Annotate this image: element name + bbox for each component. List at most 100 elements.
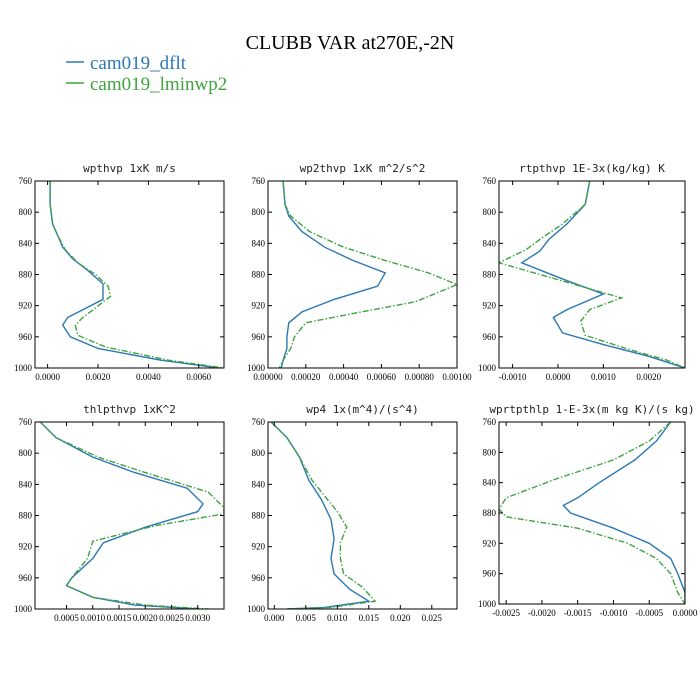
x-tick-label: 0.00100 [442, 372, 472, 382]
y-tick-label: 840 [19, 479, 33, 489]
series-line-dflt [562, 422, 685, 604]
x-tick-label: 0.010 [327, 613, 348, 623]
panel-title: rtpthvp 1E-3x(kg/kg) K [519, 162, 665, 175]
y-tick-label: 840 [483, 238, 497, 248]
y-tick-label: 760 [483, 176, 497, 186]
x-tick-label: 0.005 [296, 613, 317, 623]
x-tick-label: -0.0010 [499, 372, 527, 382]
x-tick-label: 0.0040 [136, 372, 161, 382]
y-tick-label: 960 [483, 569, 497, 579]
y-tick-label: 760 [483, 417, 497, 427]
y-tick-label: 920 [483, 301, 497, 311]
y-tick-label: 1000 [478, 599, 497, 609]
x-tick-label: 0.0010 [80, 613, 105, 623]
x-tick-label: 0.015 [359, 613, 380, 623]
x-tick-label: 0.00000 [253, 372, 283, 382]
y-tick-label: 1000 [478, 363, 497, 373]
y-tick-label: 840 [252, 238, 266, 248]
x-tick-label: 0.00040 [329, 372, 359, 382]
y-tick-label: 840 [252, 479, 266, 489]
y-tick-label: 880 [19, 511, 33, 521]
series-line-dflt [280, 181, 387, 368]
x-tick-label: 0.025 [422, 613, 443, 623]
panel-title: thlpthvp 1xK^2 [83, 403, 176, 416]
y-tick-label: 920 [252, 301, 266, 311]
x-tick-label: 0.0020 [86, 372, 111, 382]
y-tick-label: 1000 [247, 363, 266, 373]
y-tick-label: 840 [19, 238, 33, 248]
y-tick-label: 880 [252, 270, 266, 280]
x-tick-label: 0.0000 [546, 372, 571, 382]
x-tick-label: -0.0010 [600, 608, 628, 618]
x-tick-label: 0.0020 [133, 613, 158, 623]
x-tick-label: 0.00060 [367, 372, 397, 382]
y-tick-label: 880 [483, 508, 497, 518]
y-tick-label: 800 [483, 447, 497, 457]
x-tick-label: 0.0025 [159, 613, 184, 623]
y-tick-label: 960 [252, 573, 266, 583]
x-tick-label: 0.0010 [591, 372, 616, 382]
series-line-lminwp2 [39, 422, 224, 609]
y-tick-label: 960 [483, 332, 497, 342]
legend-label-dflt: cam019_dflt [90, 53, 187, 74]
series-line-lminwp2 [499, 181, 685, 368]
y-tick-label: 760 [252, 176, 266, 186]
y-tick-label: 880 [483, 270, 497, 280]
y-tick-label: 920 [19, 301, 33, 311]
y-tick-label: 880 [252, 511, 266, 521]
y-tick-label: 800 [252, 207, 266, 217]
panel-title: wp2thvp 1xK m^2/s^2 [300, 162, 426, 175]
x-tick-label: 0.00080 [405, 372, 435, 382]
panel-4: thlpthvp 1xK^2 760 800 840 880 920 960 1000 0.00… [14, 403, 225, 623]
series-line-dflt [270, 422, 371, 609]
x-tick-label: 0.020 [390, 613, 411, 623]
y-tick-label: 760 [19, 176, 33, 186]
panel-6: wprtpthlp 1-E-3x(m kg K)/(s kg)760 800 840… [478, 403, 698, 618]
panel-1: wpthvp 1xK m/s76080084088092096010000.00… [14, 162, 225, 382]
panel-3: rtpthvp 1E-3x(kg/kg) K 760 800 840 880 920 960… [478, 162, 686, 382]
x-tick-label: 0.0000 [673, 608, 698, 618]
y-tick-label: 800 [252, 448, 266, 458]
x-tick-label: 0.0030 [185, 613, 210, 623]
panel-5: wp4 1x(m^4)/(s^4)76080084088092096010000… [247, 403, 458, 623]
legend: cam019_dflt cam019_lminwp2 [66, 53, 227, 95]
y-tick-label: 920 [483, 538, 497, 548]
y-tick-label: 1000 [247, 604, 266, 614]
y-tick-label: 760 [19, 417, 33, 427]
y-tick-label: 1000 [14, 363, 33, 373]
x-tick-label: -0.0025 [492, 608, 520, 618]
x-tick-label: -0.0005 [635, 608, 663, 618]
y-tick-label: 960 [19, 332, 33, 342]
series-line-lminwp2 [499, 422, 685, 604]
panel-2: wp2thvp 1xK m^2/s^2 760 800 840 880 920 960 100… [247, 162, 472, 382]
x-tick-label: 0.0015 [107, 613, 132, 623]
y-tick-label: 800 [19, 448, 33, 458]
legend-label-lminwp2: cam019_lminwp2 [90, 74, 227, 95]
y-tick-label: 920 [19, 542, 33, 552]
y-tick-label: 960 [19, 573, 33, 583]
panel-title: wprtpthlp 1-E-3x(m kg K)/(s kg) [489, 403, 694, 416]
x-tick-label: -0.0015 [564, 608, 592, 618]
y-tick-label: 840 [483, 478, 497, 488]
y-tick-label: 880 [19, 270, 33, 280]
panels: wpthvp 1xK m/s76080084088092096010000.00… [14, 162, 698, 623]
x-tick-label: 0.0060 [186, 372, 211, 382]
x-tick-label: 0.0020 [636, 372, 661, 382]
panel-title: wpthvp 1xK m/s [83, 162, 176, 175]
panel-title: wp4 1x(m^4)/(s^4) [306, 403, 419, 416]
y-tick-label: 800 [19, 207, 33, 217]
x-tick-label: 0.0005 [54, 613, 79, 623]
x-tick-label: -0.0020 [528, 608, 556, 618]
x-tick-label: 0.00020 [291, 372, 321, 382]
y-tick-label: 800 [483, 207, 497, 217]
series-line-lminwp2 [270, 422, 377, 609]
figure-title: CLUBB VAR at270E,-2N [246, 32, 455, 54]
series-line-dflt [520, 181, 685, 368]
series-line-lminwp2 [49, 181, 224, 368]
y-tick-label: 960 [252, 332, 266, 342]
y-tick-label: 920 [252, 542, 266, 552]
y-tick-label: 760 [252, 417, 266, 427]
x-tick-label: 0.0000 [35, 372, 60, 382]
x-tick-label: 0.000 [264, 613, 285, 623]
